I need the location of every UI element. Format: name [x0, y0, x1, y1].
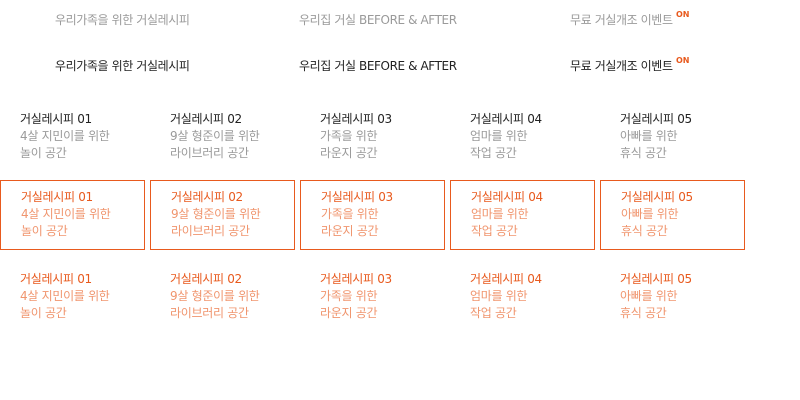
recipe-title: 거실레시피 03 — [320, 272, 392, 286]
nav-item-free-event[interactable]: 무료 거실개조 이벤트 — [570, 58, 673, 74]
recipe-card-05[interactable]: 거실레시피 05 아빠를 위한 휴식 공간 — [600, 103, 745, 173]
recipe-grid-active: 거실레시피 01 4살 지민이를 위한 놀이 공간 거실레시피 02 9살 형준… — [0, 263, 800, 333]
recipe-subtitle: 가족을 위한 — [321, 207, 379, 221]
recipe-space: 작업 공간 — [470, 306, 517, 320]
recipe-subtitle: 4살 지민이를 위한 — [20, 289, 110, 303]
recipe-space: 놀이 공간 — [20, 146, 67, 160]
recipe-card-02[interactable]: 거실레시피 02 9살 형준이를 위한 라이브러리 공간 — [150, 103, 295, 173]
recipe-title: 거실레시피 04 — [470, 112, 542, 126]
nav-item-free-event[interactable]: 무료 거실개조 이벤트 — [570, 12, 673, 28]
recipe-card-05[interactable]: 거실레시피 05 아빠를 위한 휴식 공간 — [600, 263, 745, 333]
recipe-grid-hover: 거실레시피 01 4살 지민이를 위한 놀이 공간 거실레시피 02 9살 형준… — [0, 180, 800, 250]
recipe-title: 거실레시피 04 — [470, 272, 542, 286]
nav-item-living-recipe[interactable]: 우리가족을 위한 거실레시피 — [55, 59, 190, 73]
recipe-subtitle: 가족을 위한 — [320, 289, 378, 303]
recipe-subtitle: 아빠를 위한 — [620, 289, 678, 303]
recipe-space: 휴식 공간 — [621, 224, 668, 238]
recipe-space: 놀이 공간 — [21, 224, 68, 238]
recipe-title: 거실레시피 05 — [620, 272, 692, 286]
recipe-space: 라운지 공간 — [320, 306, 378, 320]
recipe-card-01[interactable]: 거실레시피 01 4살 지민이를 위한 놀이 공간 — [0, 180, 145, 250]
recipe-title: 거실레시피 02 — [170, 272, 242, 286]
recipe-card-03[interactable]: 거실레시피 03 가족을 위한 라운지 공간 — [300, 103, 445, 173]
recipe-card-03[interactable]: 거실레시피 03 가족을 위한 라운지 공간 — [300, 263, 445, 333]
recipe-title: 거실레시피 02 — [171, 190, 243, 204]
recipe-card-04[interactable]: 거실레시피 04 엄마를 위한 작업 공간 — [450, 103, 595, 173]
recipe-title: 거실레시피 03 — [320, 112, 392, 126]
recipe-title: 거실레시피 05 — [621, 190, 693, 204]
recipe-card-01[interactable]: 거실레시피 01 4살 지민이를 위한 놀이 공간 — [0, 103, 145, 173]
recipe-space: 라운지 공간 — [320, 146, 378, 160]
recipe-title: 거실레시피 05 — [620, 112, 692, 126]
recipe-title: 거실레시피 02 — [170, 112, 242, 126]
recipe-card-05[interactable]: 거실레시피 05 아빠를 위한 휴식 공간 — [600, 180, 745, 250]
recipe-space: 라이브러리 공간 — [170, 146, 249, 160]
recipe-card-02[interactable]: 거실레시피 02 9살 형준이를 위한 라이브러리 공간 — [150, 180, 295, 250]
recipe-subtitle: 엄마를 위한 — [470, 129, 528, 143]
on-badge: ON — [676, 56, 690, 65]
nav-item-free-event-label: 무료 거실개조 이벤트 — [570, 13, 673, 27]
nav-item-living-recipe[interactable]: 우리가족을 위한 거실레시피 — [55, 13, 190, 27]
recipe-subtitle: 4살 지민이를 위한 — [21, 207, 111, 221]
recipe-space: 라이브러리 공간 — [170, 306, 249, 320]
recipe-space: 작업 공간 — [471, 224, 518, 238]
nav-item-before-after[interactable]: 우리집 거실 BEFORE & AFTER — [299, 59, 457, 73]
recipe-grid-default: 거실레시피 01 4살 지민이를 위한 놀이 공간 거실레시피 02 9살 형준… — [0, 103, 800, 173]
recipe-subtitle: 9살 형준이를 위한 — [170, 129, 260, 143]
recipe-subtitle: 가족을 위한 — [320, 129, 378, 143]
recipe-subtitle: 아빠를 위한 — [620, 129, 678, 143]
recipe-title: 거실레시피 04 — [471, 190, 543, 204]
recipe-space: 휴식 공간 — [620, 306, 667, 320]
recipe-space: 작업 공간 — [470, 146, 517, 160]
recipe-title: 거실레시피 01 — [20, 272, 92, 286]
on-badge: ON — [676, 10, 690, 19]
recipe-card-04[interactable]: 거실레시피 04 엄마를 위한 작업 공간 — [450, 180, 595, 250]
recipe-title: 거실레시피 03 — [321, 190, 393, 204]
nav-row-active: 우리가족을 위한 거실레시피 우리집 거실 BEFORE & AFTER 무료 … — [0, 56, 800, 82]
recipe-card-01[interactable]: 거실레시피 01 4살 지민이를 위한 놀이 공간 — [0, 263, 145, 333]
recipe-card-04[interactable]: 거실레시피 04 엄마를 위한 작업 공간 — [450, 263, 595, 333]
nav-row-inactive: 우리가족을 위한 거실레시피 우리집 거실 BEFORE & AFTER 무료 … — [0, 10, 800, 36]
recipe-subtitle: 엄마를 위한 — [471, 207, 529, 221]
recipe-space: 휴식 공간 — [620, 146, 667, 160]
recipe-subtitle: 아빠를 위한 — [621, 207, 679, 221]
recipe-space: 놀이 공간 — [20, 306, 67, 320]
nav-item-free-event-label: 무료 거실개조 이벤트 — [570, 59, 673, 73]
nav-item-before-after[interactable]: 우리집 거실 BEFORE & AFTER — [299, 13, 457, 27]
recipe-subtitle: 엄마를 위한 — [470, 289, 528, 303]
recipe-space: 라이브러리 공간 — [171, 224, 250, 238]
recipe-title: 거실레시피 01 — [21, 190, 93, 204]
recipe-title: 거실레시피 01 — [20, 112, 92, 126]
recipe-subtitle: 4살 지민이를 위한 — [20, 129, 110, 143]
recipe-subtitle: 9살 형준이를 위한 — [171, 207, 261, 221]
recipe-space: 라운지 공간 — [321, 224, 379, 238]
recipe-card-02[interactable]: 거실레시피 02 9살 형준이를 위한 라이브러리 공간 — [150, 263, 295, 333]
recipe-card-03[interactable]: 거실레시피 03 가족을 위한 라운지 공간 — [300, 180, 445, 250]
recipe-subtitle: 9살 형준이를 위한 — [170, 289, 260, 303]
